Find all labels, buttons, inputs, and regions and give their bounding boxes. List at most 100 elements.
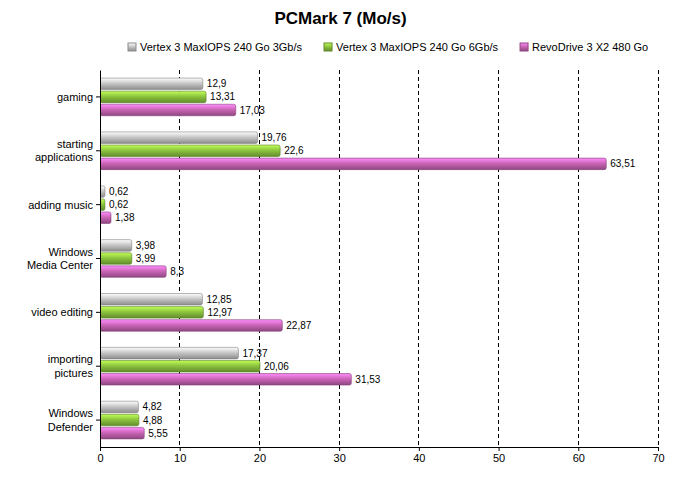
tick-label: 70 — [652, 452, 664, 464]
tick: startingapplications — [35, 138, 100, 163]
tick-mark — [96, 258, 100, 259]
legend-swatch — [324, 43, 332, 51]
x-axis: 0 10 20 30 40 50 60 70 — [97, 447, 664, 464]
title: PCMark 7 (Mo/s) — [274, 9, 406, 28]
tick-label: 10 — [174, 452, 186, 464]
data-label: 17,37 — [242, 348, 267, 359]
legend-item: Vertex 3 MaxIOPS 240 Go 6Gb/s — [324, 41, 499, 53]
data-label: 5,55 — [148, 428, 168, 439]
tick: adding music — [28, 198, 100, 210]
tick-label: 40 — [413, 452, 425, 464]
grid-line — [418, 70, 419, 447]
tick: 70 — [652, 447, 664, 464]
tick-label-line: applications — [35, 151, 94, 163]
tick: 0 — [97, 447, 103, 464]
tick-label-line: video editing — [31, 306, 93, 318]
tick-label: video editing — [31, 306, 93, 318]
chart: PCMark 7 (Mo/s) Vertex 3 MaxIOPS 240 Go 3… — [0, 0, 681, 477]
tick-label: 0 — [97, 452, 103, 464]
plot-area: 12,919,760,623,9812,8517,374,8213,3122,6… — [27, 70, 665, 464]
bar — [100, 360, 260, 372]
tick-label-line: gaming — [57, 91, 93, 103]
tick: 30 — [334, 447, 346, 464]
data-label: 63,51 — [610, 158, 635, 169]
bar — [100, 158, 606, 170]
tick: 60 — [573, 447, 585, 464]
tick-mark — [96, 96, 100, 97]
tick-label: Windows Defender — [48, 407, 94, 432]
data-label: 31,53 — [355, 374, 380, 385]
tick-mark — [96, 366, 100, 367]
bars — [100, 78, 606, 439]
tick: importing pictures — [48, 353, 100, 378]
tick-label-line: Windows — [48, 246, 93, 258]
y-axis: gaming startingapplications adding music Wi… — [27, 71, 101, 448]
legend-label: Vertex 3 MaxIOPS 240 Go 6Gb/s — [336, 41, 499, 53]
legend-item: Vertex 3 MaxIOPS 240 Go 3Gb/s — [128, 41, 303, 53]
tick-mark — [96, 204, 100, 205]
data-label: 17,03 — [240, 105, 265, 116]
bar — [100, 132, 258, 144]
tick-label-line: importing — [48, 353, 93, 365]
data-label: 13,31 — [210, 91, 235, 102]
bar — [100, 294, 202, 306]
data-label: 20,06 — [264, 361, 289, 372]
data-label: 12,85 — [206, 294, 231, 305]
bar — [100, 212, 111, 224]
data-label: 22,6 — [284, 145, 304, 156]
bar — [100, 307, 203, 319]
data-label: 3,98 — [136, 240, 156, 251]
tick-label: adding music — [28, 198, 93, 210]
data-label: 8,3 — [170, 266, 184, 277]
grid-line — [658, 70, 659, 447]
grid-line — [498, 70, 499, 447]
tick-label-line: adding music — [28, 198, 93, 210]
bar — [100, 78, 203, 90]
tick-mark — [180, 447, 181, 451]
tick: 40 — [413, 447, 425, 464]
legend: Vertex 3 MaxIOPS 240 Go 3Gb/s Vertex 3 Ma… — [128, 41, 648, 53]
tick: WindowsMedia Center — [27, 246, 100, 271]
legend-swatch — [520, 43, 528, 51]
tick-label-line: pictures — [54, 367, 93, 379]
grid-line — [179, 70, 180, 447]
tick-label: startingapplications — [35, 138, 94, 163]
tick: 50 — [493, 447, 505, 464]
tick-mark — [419, 447, 420, 451]
data-label: 3,99 — [136, 253, 156, 264]
grid-line — [339, 70, 340, 447]
tick-label-line: Media Center — [27, 259, 93, 271]
tick: Windows Defender — [48, 407, 100, 432]
data-label: 22,87 — [286, 320, 311, 331]
tick-mark — [658, 447, 659, 451]
bar — [100, 427, 144, 439]
bar — [100, 374, 351, 386]
bar — [100, 145, 280, 157]
tick: 10 — [174, 447, 186, 464]
tick-label: 20 — [254, 452, 266, 464]
tick-label: 30 — [334, 452, 346, 464]
tick-label-line: Windows — [48, 407, 93, 419]
tick-mark — [96, 420, 100, 421]
bar — [100, 347, 238, 359]
data-label: 0,62 — [109, 199, 129, 210]
data-label: 4,82 — [142, 401, 162, 412]
tick-mark — [96, 312, 100, 313]
bar — [100, 104, 236, 116]
legend-swatch — [128, 43, 136, 51]
bar — [100, 253, 132, 265]
data-label: 0,62 — [109, 186, 129, 197]
legend-item: RevoDrive 3 X2 480 Go — [520, 41, 648, 53]
tick-label: 50 — [493, 452, 505, 464]
tick-mark — [339, 447, 340, 451]
tick-label-line: Defender — [48, 421, 94, 433]
grid-line — [578, 70, 579, 447]
tick-mark — [100, 447, 101, 451]
bar — [100, 401, 138, 413]
axis-line — [101, 447, 659, 448]
legend-label: RevoDrive 3 X2 480 Go — [532, 41, 648, 53]
tick-label: gaming — [57, 91, 93, 103]
tick: gaming — [57, 91, 100, 103]
tick-mark — [578, 447, 579, 451]
data-label: 4,88 — [143, 415, 163, 426]
